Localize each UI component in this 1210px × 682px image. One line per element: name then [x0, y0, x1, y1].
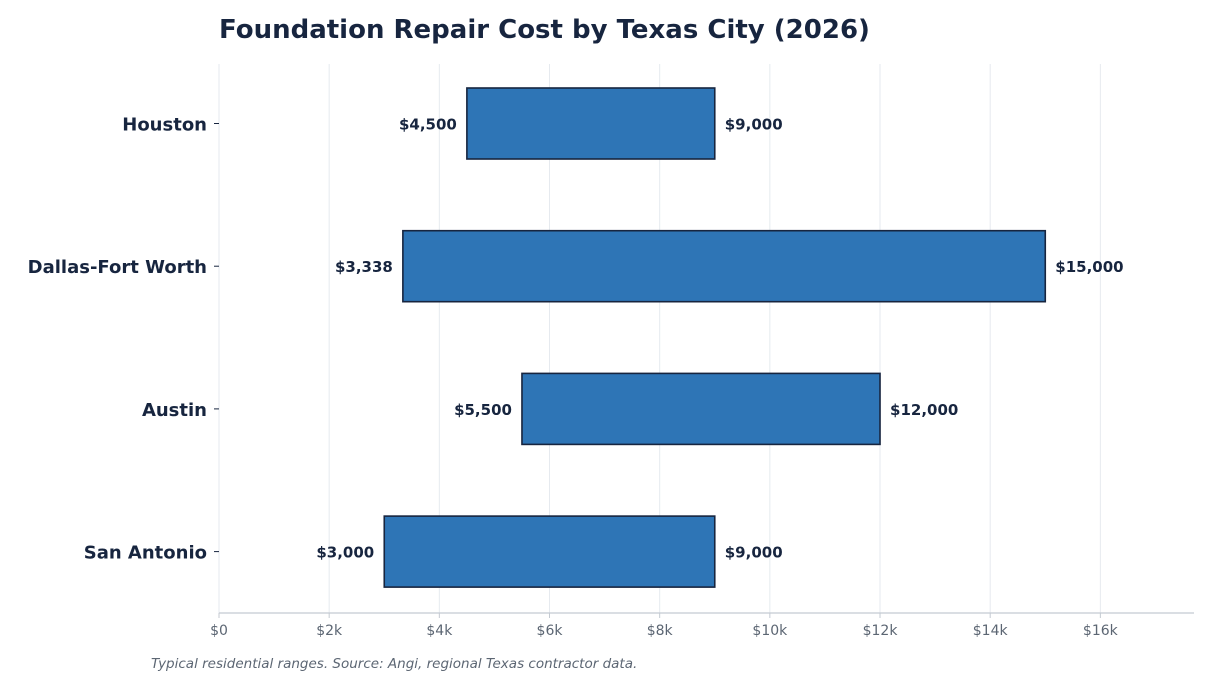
x-tick-label: $2k — [316, 623, 343, 639]
low-value-label: $4,500 — [399, 116, 457, 134]
x-tick-label: $14k — [973, 623, 1009, 639]
x-tick-label: $16k — [1083, 623, 1119, 639]
high-value-label: $15,000 — [1055, 258, 1123, 276]
range-bar — [402, 229, 1047, 303]
low-value-label: $5,500 — [454, 401, 512, 419]
low-value-label: $3,000 — [316, 544, 374, 562]
bars — [383, 87, 1047, 588]
range-bar — [383, 515, 716, 588]
range-bar — [521, 372, 881, 446]
category-label: Houston — [122, 115, 207, 136]
high-value-label: $12,000 — [890, 401, 958, 419]
x-tick-label: $8k — [647, 623, 674, 639]
x-tick-label: $10k — [752, 623, 788, 639]
chart-title: Foundation Repair Cost by Texas City (20… — [219, 15, 870, 45]
category-label: Austin — [142, 400, 207, 421]
category-label: Dallas-Fort Worth — [28, 257, 207, 278]
x-tick-label: $6k — [537, 623, 564, 639]
x-tick-label: $12k — [863, 623, 899, 639]
chart-footnote: Typical residential ranges. Source: Angi… — [151, 656, 637, 672]
axes: $0 $2k $4k $6k $8k $10k $12k $14k $16k Houston Dal… — [28, 115, 1194, 639]
x-tick-label: $4k — [426, 623, 453, 639]
high-value-label: $9,000 — [725, 116, 783, 134]
data-labels: $4,500 $9,000 $3,338 $15,000 $5,500 $12,000 $3… — [316, 116, 1123, 562]
x-tick-label: $0 — [210, 623, 228, 639]
high-value-label: $9,000 — [725, 544, 783, 562]
low-value-label: $3,338 — [335, 258, 393, 276]
category-label: San Antonio — [84, 543, 207, 564]
range-bar — [466, 87, 716, 160]
